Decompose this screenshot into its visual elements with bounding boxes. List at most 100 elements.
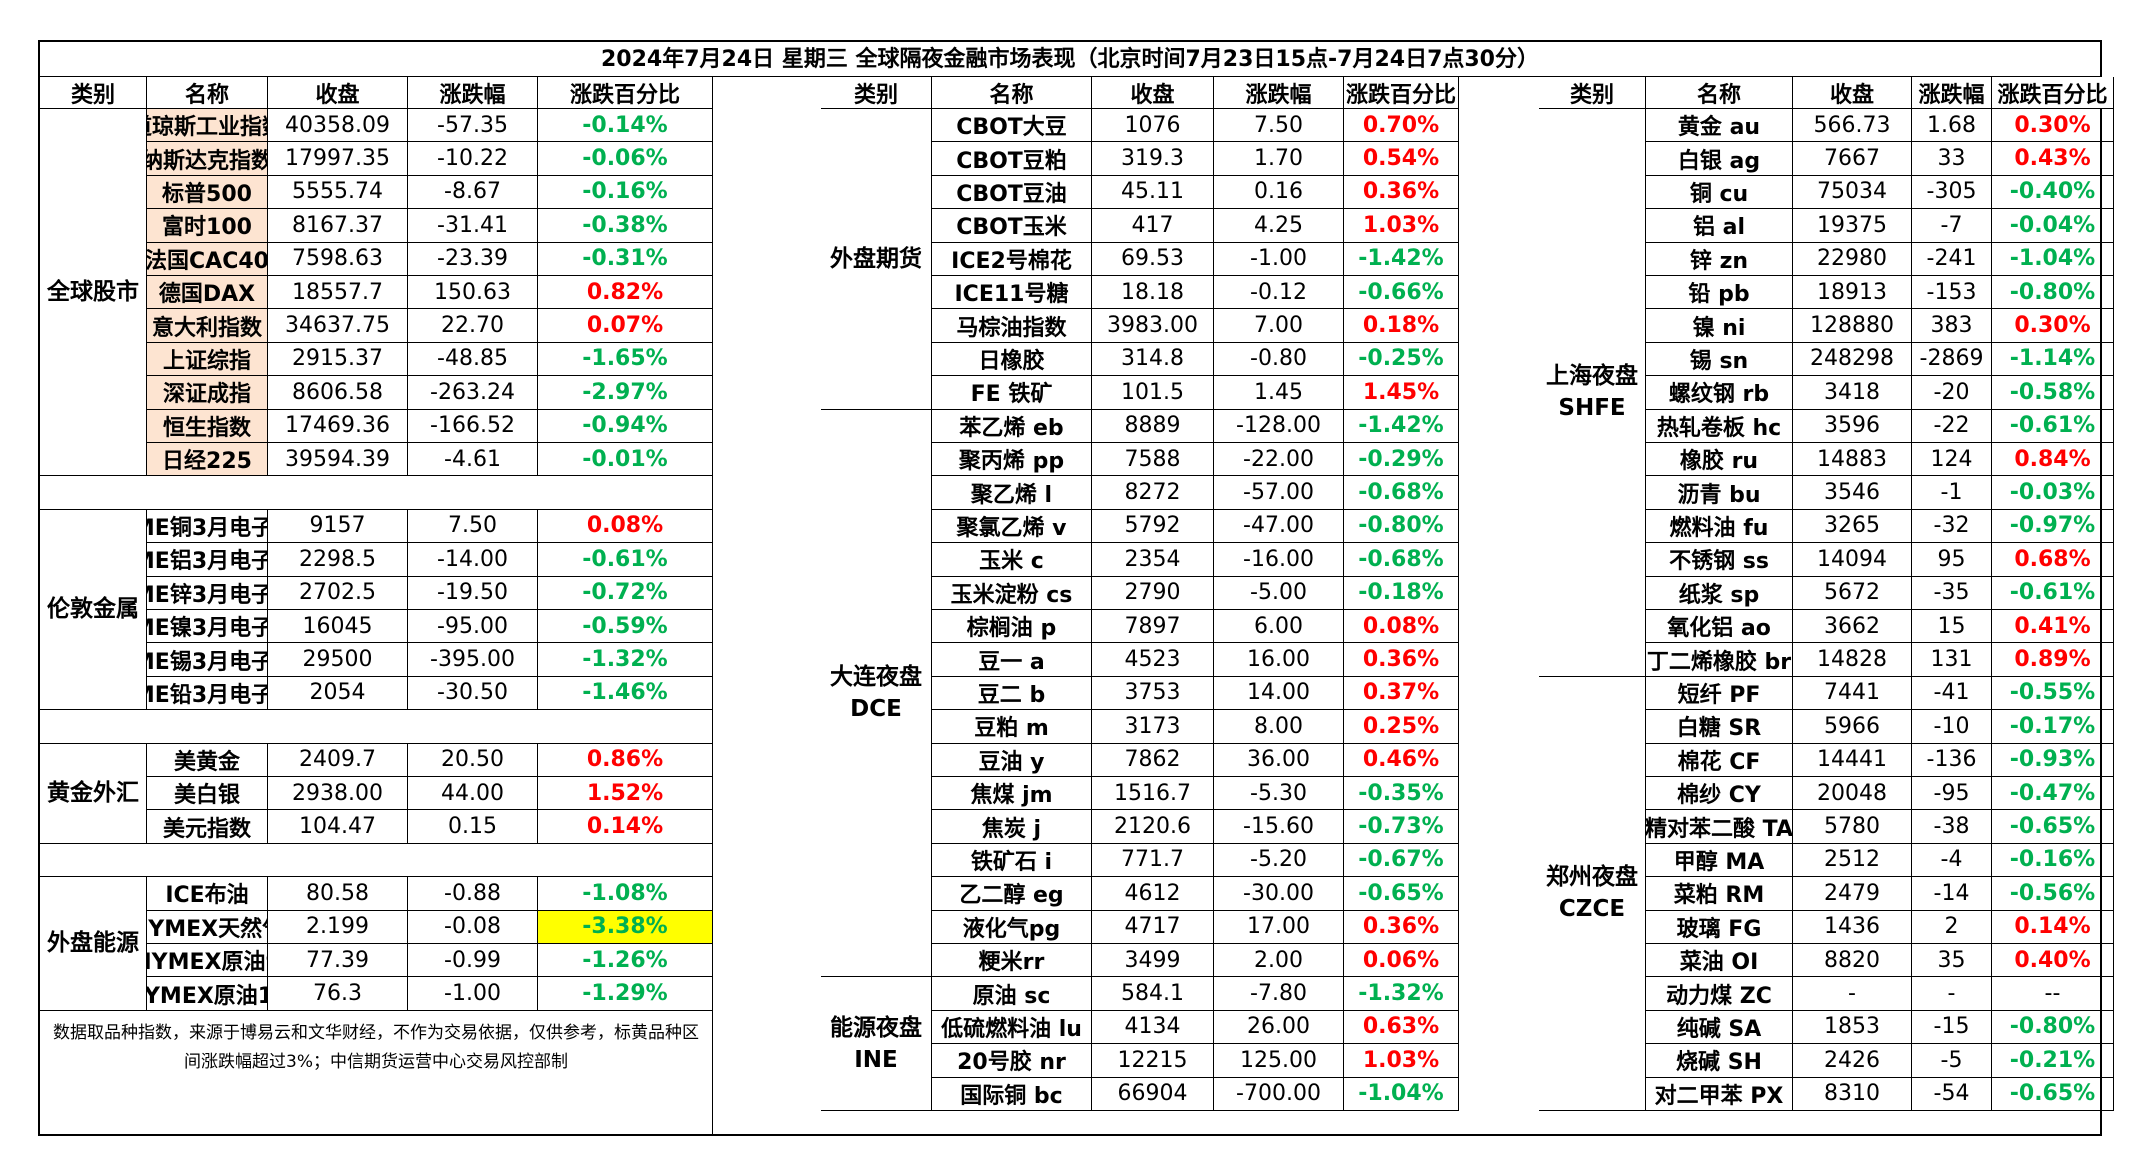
change-value: -20 bbox=[1912, 376, 1992, 410]
change-value: -10 bbox=[1912, 710, 1992, 744]
change-percent: 0.82% bbox=[538, 276, 713, 310]
change-percent: -1.26% bbox=[538, 944, 713, 978]
category-cell: 伦敦金属 bbox=[40, 509, 147, 711]
change-percent: -0.97% bbox=[1992, 509, 2114, 544]
category-label: 能源夜盘 bbox=[830, 1014, 922, 1041]
change-percent: -1.42% bbox=[1344, 409, 1459, 443]
instrument-name: 聚乙烯 l bbox=[932, 476, 1092, 510]
change-value: -30.50 bbox=[408, 676, 538, 711]
change-value: -4.61 bbox=[408, 443, 538, 477]
change-percent: -0.66% bbox=[1344, 276, 1459, 310]
instrument-name: NYMEX原油9 bbox=[147, 944, 268, 978]
change-value: -0.08 bbox=[408, 910, 538, 944]
close-value: 5966 bbox=[1793, 710, 1912, 744]
change-percent: -1.32% bbox=[538, 643, 713, 677]
instrument-name: 美元指数 bbox=[147, 810, 268, 844]
instrument-name: 动力煤 ZC bbox=[1646, 977, 1793, 1011]
change-value: -54 bbox=[1912, 1077, 1992, 1111]
close-value: 80.58 bbox=[268, 877, 408, 911]
category-label: 大连夜盘 bbox=[830, 663, 922, 690]
change-percent: -3.38% bbox=[538, 910, 713, 944]
close-value: 417 bbox=[1092, 209, 1214, 243]
instrument-name: NYMEX天然气 bbox=[147, 910, 268, 944]
close-value: 34637.75 bbox=[268, 309, 408, 343]
change-percent: 0.37% bbox=[1344, 676, 1459, 711]
change-percent: -1.65% bbox=[538, 342, 713, 377]
instrument-name: CBOT豆粕 bbox=[932, 142, 1092, 176]
change-value: -0.88 bbox=[408, 877, 538, 911]
close-value: 22980 bbox=[1793, 242, 1912, 276]
close-value: 14094 bbox=[1793, 543, 1912, 577]
instrument-name: 标普500 bbox=[147, 175, 268, 210]
column-header: 收盘 bbox=[268, 77, 408, 109]
instrument-name: 菜粕 RM bbox=[1646, 877, 1793, 911]
instrument-name: 对二甲苯 PX bbox=[1646, 1077, 1793, 1111]
close-value: 5780 bbox=[1793, 810, 1912, 844]
close-value: 12215 bbox=[1092, 1044, 1214, 1078]
change-value: -241 bbox=[1912, 242, 1992, 276]
close-value: 76.3 bbox=[268, 977, 408, 1011]
change-value: -153 bbox=[1912, 276, 1992, 310]
instrument-name: 热轧卷板 hc bbox=[1646, 409, 1793, 443]
category-cell: 黄金外汇 bbox=[40, 743, 147, 844]
change-value: 0.15 bbox=[408, 810, 538, 844]
close-value: 5672 bbox=[1793, 576, 1912, 610]
close-value: 1436 bbox=[1793, 910, 1912, 944]
change-value: 131 bbox=[1912, 643, 1992, 677]
change-percent: 0.40% bbox=[1992, 944, 2114, 978]
instrument-name: 玉米 c bbox=[932, 543, 1092, 577]
change-value: 95 bbox=[1912, 543, 1992, 577]
close-value: 2938.00 bbox=[268, 777, 408, 811]
instrument-name: 铝 al bbox=[1646, 209, 1793, 243]
close-value: 4134 bbox=[1092, 1010, 1214, 1045]
change-value: -7.80 bbox=[1214, 977, 1344, 1011]
category-cell: 能源夜盘 INE bbox=[821, 977, 932, 1111]
change-value: -1 bbox=[1912, 476, 1992, 510]
close-value: 3546 bbox=[1793, 476, 1912, 510]
change-value: 124 bbox=[1912, 443, 1992, 477]
change-percent: -0.17% bbox=[1992, 710, 2114, 744]
change-percent: -0.68% bbox=[1344, 543, 1459, 577]
change-percent: 0.89% bbox=[1992, 643, 2114, 677]
instrument-name: 棕榈油 p bbox=[932, 610, 1092, 644]
instrument-name: 美黄金 bbox=[147, 743, 268, 777]
instrument-name: 棉纱 CY bbox=[1646, 777, 1793, 811]
page-title: 2024年7月24日 星期三 全球隔夜金融市场表现（北京时间7月23日15点-7… bbox=[40, 42, 2100, 77]
close-value: 3418 bbox=[1793, 376, 1912, 410]
instrument-name: 铁矿石 i bbox=[932, 843, 1092, 878]
category-cell: 外盘期货 bbox=[821, 109, 932, 410]
instrument-name: 白银 ag bbox=[1646, 142, 1793, 176]
close-value: 77.39 bbox=[268, 944, 408, 978]
change-value: -57.00 bbox=[1214, 476, 1344, 510]
change-percent: 0.08% bbox=[1344, 610, 1459, 644]
change-percent: -0.16% bbox=[538, 175, 713, 210]
close-value: 66904 bbox=[1092, 1077, 1214, 1111]
change-value: -700.00 bbox=[1214, 1077, 1344, 1111]
close-value: 19375 bbox=[1793, 209, 1912, 243]
change-value: -48.85 bbox=[408, 342, 538, 377]
instrument-name: 美白银 bbox=[147, 777, 268, 811]
change-value: -0.80 bbox=[1214, 342, 1344, 377]
instrument-name: LME锌3月电子盘 bbox=[147, 576, 268, 610]
change-percent: -0.68% bbox=[1344, 476, 1459, 510]
instrument-name: 苯乙烯 eb bbox=[932, 409, 1092, 443]
change-percent: -0.67% bbox=[1344, 843, 1459, 878]
change-value: 7.50 bbox=[1214, 109, 1344, 143]
change-value: - bbox=[1912, 977, 1992, 1011]
category-label: 郑州夜盘 bbox=[1546, 864, 1638, 891]
change-value: 1.45 bbox=[1214, 376, 1344, 410]
instrument-name: 锌 zn bbox=[1646, 242, 1793, 276]
instrument-name: CBOT大豆 bbox=[932, 109, 1092, 143]
change-value: 4.25 bbox=[1214, 209, 1344, 243]
separator-row bbox=[40, 476, 713, 510]
change-value: 15 bbox=[1912, 610, 1992, 644]
change-value: -14 bbox=[1912, 877, 1992, 911]
close-value: 2409.7 bbox=[268, 743, 408, 777]
close-value: 3753 bbox=[1092, 676, 1214, 711]
change-percent: 0.18% bbox=[1344, 309, 1459, 343]
change-value: 8.00 bbox=[1214, 710, 1344, 744]
change-value: 6.00 bbox=[1214, 610, 1344, 644]
change-percent: -1.42% bbox=[1344, 242, 1459, 276]
change-value: 14.00 bbox=[1214, 676, 1344, 711]
close-value: 101.5 bbox=[1092, 376, 1214, 410]
